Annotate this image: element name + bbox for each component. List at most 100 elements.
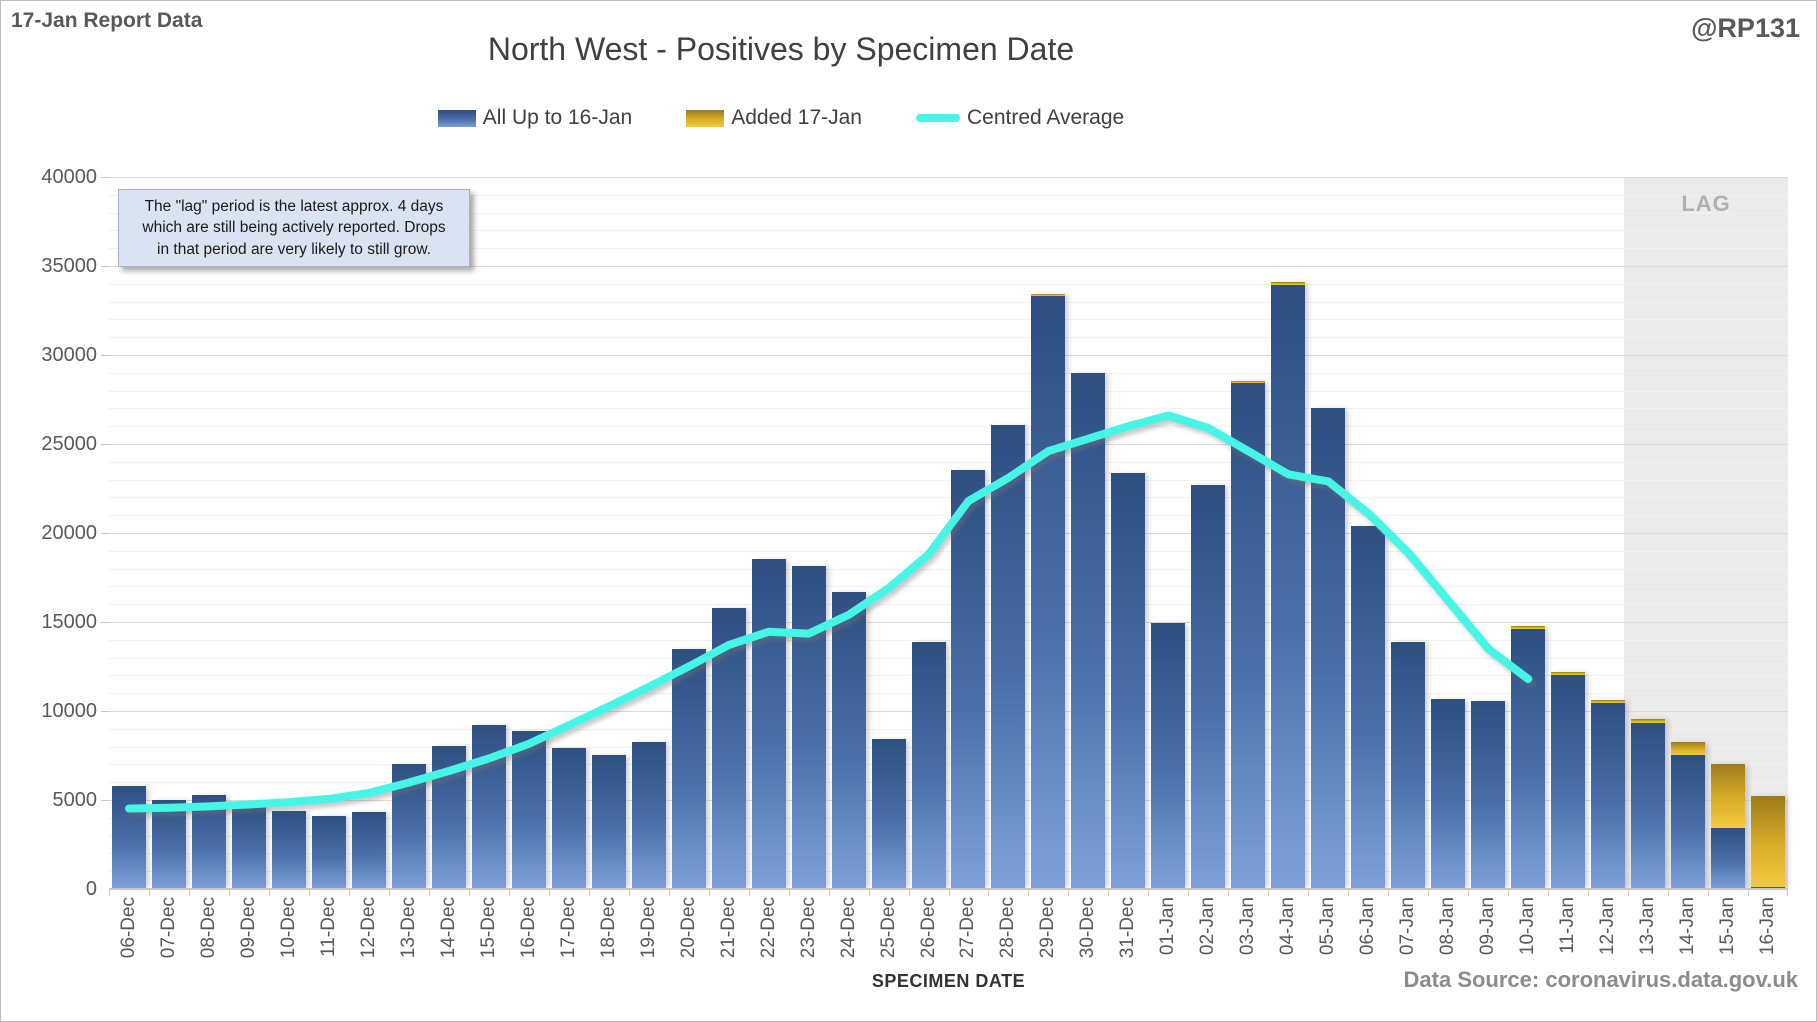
x-axis-label: 15-Dec [477, 897, 499, 959]
added-segment [1271, 282, 1306, 285]
base-segment [351, 812, 386, 889]
legend-item: Added 17-Jan [686, 106, 862, 130]
bar-08-Jan [1431, 699, 1466, 889]
x-tick [1268, 889, 1270, 896]
x-axis-title: SPECIMEN DATE [871, 971, 1026, 991]
title-wrap: North West - Positives by Specimen Date [1, 31, 1561, 68]
gridline [109, 639, 1788, 641]
x-axis-label: 23-Dec [797, 897, 819, 959]
x-tick [1588, 889, 1590, 896]
base-segment [231, 803, 266, 889]
bar-07-Dec [151, 800, 186, 889]
gridline [109, 194, 1788, 196]
x-axis-label: 12-Dec [357, 897, 379, 959]
x-tick [788, 889, 790, 896]
base-segment [1151, 622, 1186, 889]
x-axis-label: 12-Jan [1597, 897, 1619, 956]
bar-11-Jan [1551, 671, 1586, 889]
x-axis-label: 10-Jan [1517, 897, 1539, 956]
gridline [109, 248, 1788, 250]
gridline [109, 622, 1788, 623]
x-tick [1108, 889, 1110, 896]
x-axis-label: 25-Dec [877, 897, 899, 959]
x-tick [1388, 889, 1390, 896]
base-segment [751, 558, 786, 889]
x-tick [308, 889, 310, 896]
x-axis-label: 30-Dec [1077, 897, 1099, 959]
bar-02-Jan [1191, 484, 1226, 889]
base-segment [1191, 484, 1226, 889]
y-axis-label: 25000 [41, 433, 97, 455]
x-tick [1548, 889, 1550, 896]
x-tick [948, 889, 950, 896]
bar-01-Jan [1151, 622, 1186, 889]
gridline [109, 835, 1788, 837]
x-tick [428, 889, 430, 896]
gridline [109, 283, 1788, 285]
bar-06-Dec [111, 785, 146, 889]
x-tick [228, 889, 230, 896]
added-segment [1031, 293, 1066, 297]
bar-27-Dec [951, 469, 986, 889]
x-axis-label: 14-Jan [1677, 897, 1699, 956]
bar-14-Jan [1671, 742, 1706, 889]
gridline [109, 408, 1788, 410]
x-tick [1787, 889, 1788, 896]
base-segment [1351, 525, 1386, 889]
x-tick [1068, 889, 1070, 896]
gridline [109, 604, 1788, 606]
legend-label: Added 17-Jan [731, 106, 862, 129]
base-segment [791, 565, 826, 889]
x-axis-label: 16-Jan [1757, 897, 1778, 956]
lag-annotation-callout: The "lag" period is the latest approx. 4… [118, 189, 470, 268]
legend-label: All Up to 16-Jan [482, 106, 633, 129]
base-segment [671, 648, 706, 889]
base-segment [1551, 674, 1586, 889]
bar-22-Dec [751, 558, 786, 889]
base-segment [511, 731, 546, 889]
x-tick [1348, 889, 1350, 896]
bar-06-Jan [1351, 525, 1386, 889]
x-axis-label: 21-Dec [717, 897, 739, 959]
bar-19-Dec [631, 742, 666, 889]
base-segment [1071, 372, 1106, 889]
bar-16-Dec [511, 731, 546, 889]
x-axis-label: 09-Jan [1477, 897, 1499, 956]
x-axis-label: 16-Dec [517, 897, 539, 959]
data-source-credit: Data Source: coronavirus.data.gov.uk [1403, 967, 1798, 992]
x-tick [868, 889, 870, 896]
x-tick [1468, 889, 1470, 896]
gridline [109, 693, 1788, 695]
base-segment [1671, 754, 1706, 889]
bar-11-Dec [311, 816, 346, 889]
x-tick [748, 889, 750, 896]
x-tick [828, 889, 830, 896]
x-tick [348, 889, 350, 896]
y-axis-label: 35000 [41, 255, 97, 277]
x-axis-label: 26-Dec [917, 897, 939, 959]
report-data-label: 17-Jan Report Data [11, 9, 203, 32]
x-tick [1668, 889, 1670, 896]
x-tick [148, 889, 150, 896]
x-tick [1028, 889, 1030, 896]
x-axis-label: 24-Dec [837, 897, 859, 959]
added-segment [1711, 764, 1746, 829]
annotation-line: The "lag" period is the latest approx. 4… [144, 198, 444, 215]
x-axis-label: 06-Jan [1357, 897, 1379, 956]
bar-09-Jan [1471, 701, 1506, 889]
x-tick [1148, 889, 1150, 896]
added-segment [1511, 626, 1546, 630]
x-axis-label: 05-Jan [1317, 897, 1339, 956]
x-tick [628, 889, 630, 896]
x-axis-label: 31-Dec [1117, 897, 1139, 959]
x-tick [268, 889, 270, 896]
gridline [109, 319, 1788, 321]
base-segment [1631, 722, 1666, 889]
x-axis-label: 07-Jan [1397, 897, 1419, 956]
x-tick [908, 889, 910, 896]
base-segment [1591, 702, 1626, 889]
bar-15-Jan [1711, 764, 1746, 889]
x-axis-label: 08-Jan [1437, 897, 1459, 956]
bar-17-Dec [551, 748, 586, 889]
x-axis-label: 04-Jan [1277, 897, 1299, 956]
